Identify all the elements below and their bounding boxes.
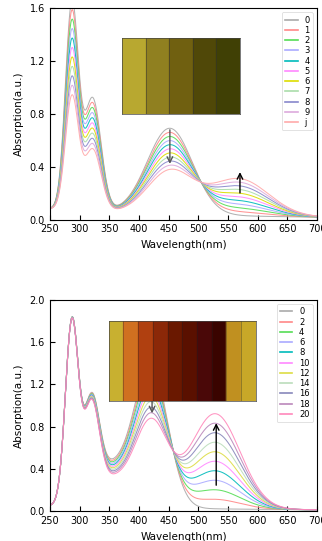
Y-axis label: Absorption(a.u.): Absorption(a.u.) [14,364,24,448]
Y-axis label: Absorption(a.u.): Absorption(a.u.) [14,71,24,156]
X-axis label: Wavelength(nm): Wavelength(nm) [140,240,227,250]
Legend: 0, 2, 4, 6, 8, 10, 12, 14, 16, 18, 20: 0, 2, 4, 6, 8, 10, 12, 14, 16, 18, 20 [277,304,313,422]
Legend: 0, 1, 2, 3, 4, 5, 6, 7, 8, 9, j: 0, 1, 2, 3, 4, 5, 6, 7, 8, 9, j [282,12,313,130]
X-axis label: Wavelength(nm): Wavelength(nm) [140,532,227,541]
